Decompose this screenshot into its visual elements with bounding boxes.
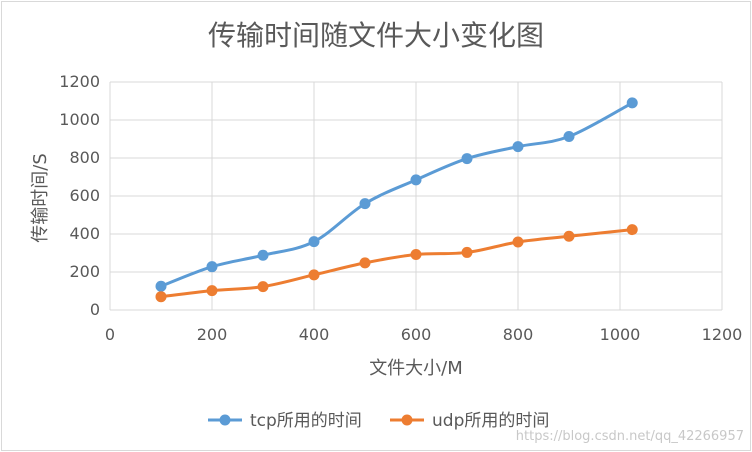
data-point-1-7 — [512, 236, 524, 248]
data-point-0-5 — [410, 174, 422, 186]
chart-title: 传输时间随文件大小变化图 — [208, 19, 544, 52]
data-point-1-3 — [308, 269, 320, 281]
legend-swatch-marker-1 — [401, 414, 413, 426]
legend-label-1: udp所用的时间 — [432, 411, 549, 431]
watermark: https://blog.csdn.net/qq_42266957 — [516, 429, 744, 444]
data-point-1-6 — [461, 246, 473, 258]
data-point-0-6 — [461, 153, 473, 165]
data-point-1-1 — [206, 285, 218, 297]
y-tick-600: 600 — [69, 186, 100, 205]
x-tick-0: 0 — [105, 325, 115, 344]
legend-item-0: tcp所用的时间 — [208, 411, 362, 431]
legend-label-0: tcp所用的时间 — [250, 411, 362, 431]
series-0 — [155, 97, 638, 292]
x-tick-400: 400 — [299, 325, 330, 344]
x-tick-200: 200 — [197, 325, 228, 344]
data-point-1-9 — [626, 224, 638, 236]
x-axis-label: 文件大小/M — [369, 358, 463, 379]
x-tick-600: 600 — [401, 325, 432, 344]
data-point-0-1 — [206, 261, 218, 273]
data-point-0-9 — [626, 97, 638, 109]
series-layer — [155, 97, 638, 303]
x-tick-1200: 1200 — [702, 325, 743, 344]
y-tick-1000: 1000 — [59, 110, 100, 129]
series-line-1 — [159, 228, 634, 299]
data-point-0-4 — [359, 198, 371, 210]
data-point-0-7 — [512, 141, 524, 153]
y-axis-label: 传输时间/S — [30, 153, 51, 243]
y-gridlines — [110, 81, 722, 311]
y-tick-200: 200 — [69, 262, 100, 281]
series-1 — [155, 224, 638, 303]
data-point-1-0 — [155, 291, 167, 303]
series-line-0 — [159, 101, 634, 288]
y-tick-800: 800 — [69, 148, 100, 167]
legend: tcp所用的时间 udp所用的时间 — [208, 411, 549, 431]
data-point-0-0 — [155, 280, 167, 292]
y-tick-labels: 0 200 400 600 800 1000 1200 — [59, 72, 100, 319]
legend-swatch-marker-0 — [219, 414, 231, 426]
data-point-1-5 — [410, 249, 422, 261]
data-point-0-8 — [563, 131, 575, 143]
data-point-0-2 — [257, 249, 269, 261]
y-tick-1200: 1200 — [59, 72, 100, 91]
data-point-1-4 — [359, 257, 371, 269]
data-point-1-8 — [563, 230, 575, 242]
legend-item-1: udp所用的时间 — [390, 411, 549, 431]
y-tick-400: 400 — [69, 224, 100, 243]
data-point-1-2 — [257, 281, 269, 293]
data-point-0-3 — [308, 236, 320, 248]
y-tick-0: 0 — [90, 300, 100, 319]
x-tick-800: 800 — [503, 325, 534, 344]
x-tick-1000: 1000 — [600, 325, 641, 344]
x-tick-labels: 0 200 400 600 800 1000 1200 — [105, 325, 742, 344]
